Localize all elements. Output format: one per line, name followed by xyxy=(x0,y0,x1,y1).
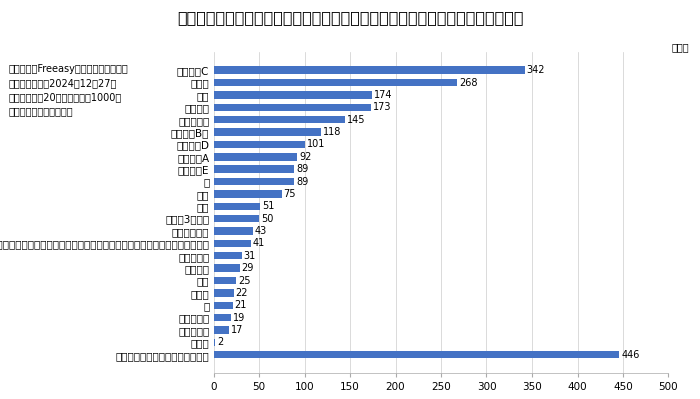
Bar xyxy=(214,314,231,321)
Bar xyxy=(214,141,305,148)
Text: 173: 173 xyxy=(372,102,391,112)
Bar xyxy=(214,128,321,136)
Bar xyxy=(214,289,234,296)
Bar xyxy=(214,91,372,99)
Bar xyxy=(214,339,216,346)
Text: 101: 101 xyxy=(307,139,326,149)
Text: 118: 118 xyxy=(323,127,341,137)
Bar xyxy=(214,326,229,334)
Bar xyxy=(214,215,259,222)
Text: 51: 51 xyxy=(262,201,274,211)
Text: 342: 342 xyxy=(526,65,545,75)
Text: 41: 41 xyxy=(253,238,265,249)
Text: 2: 2 xyxy=(217,338,223,348)
Bar xyxy=(214,302,232,309)
Text: 19: 19 xyxy=(232,313,245,323)
Bar xyxy=(214,104,371,111)
Bar xyxy=(214,227,253,235)
Text: 174: 174 xyxy=(374,90,392,100)
Bar xyxy=(214,190,281,198)
Bar xyxy=(214,240,251,247)
Bar xyxy=(214,166,295,173)
Bar xyxy=(214,277,237,284)
Text: 89: 89 xyxy=(296,164,309,174)
Text: （人）: （人） xyxy=(672,42,690,52)
Bar xyxy=(214,265,240,272)
Bar xyxy=(214,153,298,160)
Text: 145: 145 xyxy=(347,115,366,124)
Text: 50: 50 xyxy=(261,213,273,224)
Text: 75: 75 xyxy=(284,189,296,199)
Text: 感染症対策で積極的に摂取するよう心掛けているものをすべて選んでください。: 感染症対策で積極的に摂取するよう心掛けているものをすべて選んでください。 xyxy=(176,10,524,25)
Text: 25: 25 xyxy=(238,276,251,286)
Text: 92: 92 xyxy=(299,152,312,162)
Text: 268: 268 xyxy=(459,77,477,87)
Bar xyxy=(214,252,242,259)
Text: 43: 43 xyxy=(255,226,267,236)
Text: 89: 89 xyxy=(296,176,309,187)
Text: 31: 31 xyxy=(244,251,256,261)
Bar xyxy=(214,351,620,358)
Text: 29: 29 xyxy=(241,263,254,273)
Bar xyxy=(214,178,295,185)
Text: 17: 17 xyxy=(231,325,243,335)
Text: 調査機関：Freeasyインターネット調査
調査実施期間：2024年12月27日
対象：全国の20代以上の男女1000人
（性別・年代均等割付）: 調査機関：Freeasyインターネット調査 調査実施期間：2024年12月27日… xyxy=(8,64,128,116)
Text: 21: 21 xyxy=(234,300,247,310)
Bar xyxy=(214,116,345,123)
Bar xyxy=(214,67,525,74)
Bar xyxy=(214,203,260,210)
Bar xyxy=(214,79,457,86)
Text: 22: 22 xyxy=(235,288,248,298)
Text: 446: 446 xyxy=(621,350,640,360)
